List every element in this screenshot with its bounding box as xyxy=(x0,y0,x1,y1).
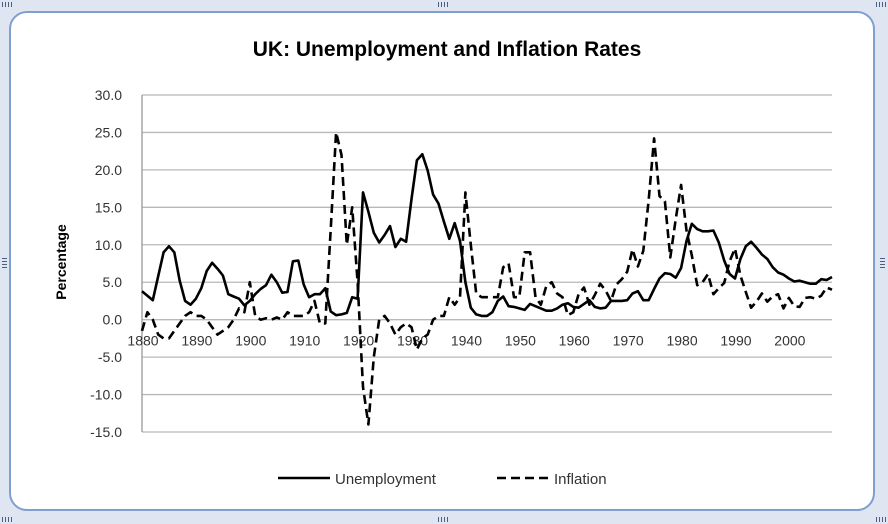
series-line-unemployment xyxy=(141,152,833,318)
x-tick-label: 1920 xyxy=(343,333,374,349)
resize-handle-right[interactable] xyxy=(880,258,885,268)
y-tick-label: -5.0 xyxy=(98,349,122,365)
chart-area[interactable] xyxy=(9,11,875,511)
y-tick-label: 30.0 xyxy=(95,87,122,103)
x-tick-label: 1970 xyxy=(613,333,644,349)
x-tick-label: 1980 xyxy=(666,333,697,349)
resize-handle-top-left[interactable] xyxy=(2,2,12,7)
x-tick-label: 1990 xyxy=(720,333,751,349)
x-tick-label: 1960 xyxy=(559,333,590,349)
resize-handle-top-right[interactable] xyxy=(876,2,886,7)
y-tick-label: 25.0 xyxy=(95,124,122,140)
y-tick-label: 10.0 xyxy=(95,237,122,253)
x-tick-label: 1930 xyxy=(397,333,428,349)
y-axis-ticks: 30.0 25.0 20.0 15.0 10.0 5.0 0.0 -5.0 -10.0 -15.0 xyxy=(90,87,122,440)
y-tick-label: 0.0 xyxy=(103,312,123,328)
chart-title: UK: Unemployment and Inflation Rates xyxy=(253,38,642,61)
x-tick-label: 2000 xyxy=(774,333,805,349)
y-tick-label: 15.0 xyxy=(95,199,122,215)
y-tick-label: 20.0 xyxy=(95,162,122,178)
x-tick-label: 1890 xyxy=(181,333,212,349)
series-lines xyxy=(140,131,833,426)
resize-handle-bottom-left[interactable] xyxy=(2,517,12,522)
y-axis-label: Percentage xyxy=(53,224,69,300)
y-tick-label: -10.0 xyxy=(90,387,122,403)
legend-label: Unemployment xyxy=(335,471,437,488)
resize-handle-bottom-right[interactable] xyxy=(876,517,886,522)
x-tick-label: 1910 xyxy=(289,333,320,349)
legend-label: Inflation xyxy=(554,471,607,488)
resize-handle-left[interactable] xyxy=(2,258,7,268)
legend: Unemployment Inflation xyxy=(278,471,607,488)
y-tick-label: -15.0 xyxy=(90,424,122,440)
x-tick-label: 1880 xyxy=(127,333,158,349)
x-tick-label: 1940 xyxy=(451,333,482,349)
x-axis-ticks: 1880 1890 1900 1910 1920 1930 1940 1950 1960 1970… xyxy=(127,333,805,349)
resize-handle-bottom[interactable] xyxy=(438,517,448,522)
resize-handle-top[interactable] xyxy=(438,2,448,7)
gridlines xyxy=(141,94,832,433)
y-tick-label: 5.0 xyxy=(103,274,123,290)
series-line-inflation xyxy=(140,131,833,426)
x-tick-label: 1950 xyxy=(505,333,536,349)
x-tick-label: 1900 xyxy=(235,333,266,349)
